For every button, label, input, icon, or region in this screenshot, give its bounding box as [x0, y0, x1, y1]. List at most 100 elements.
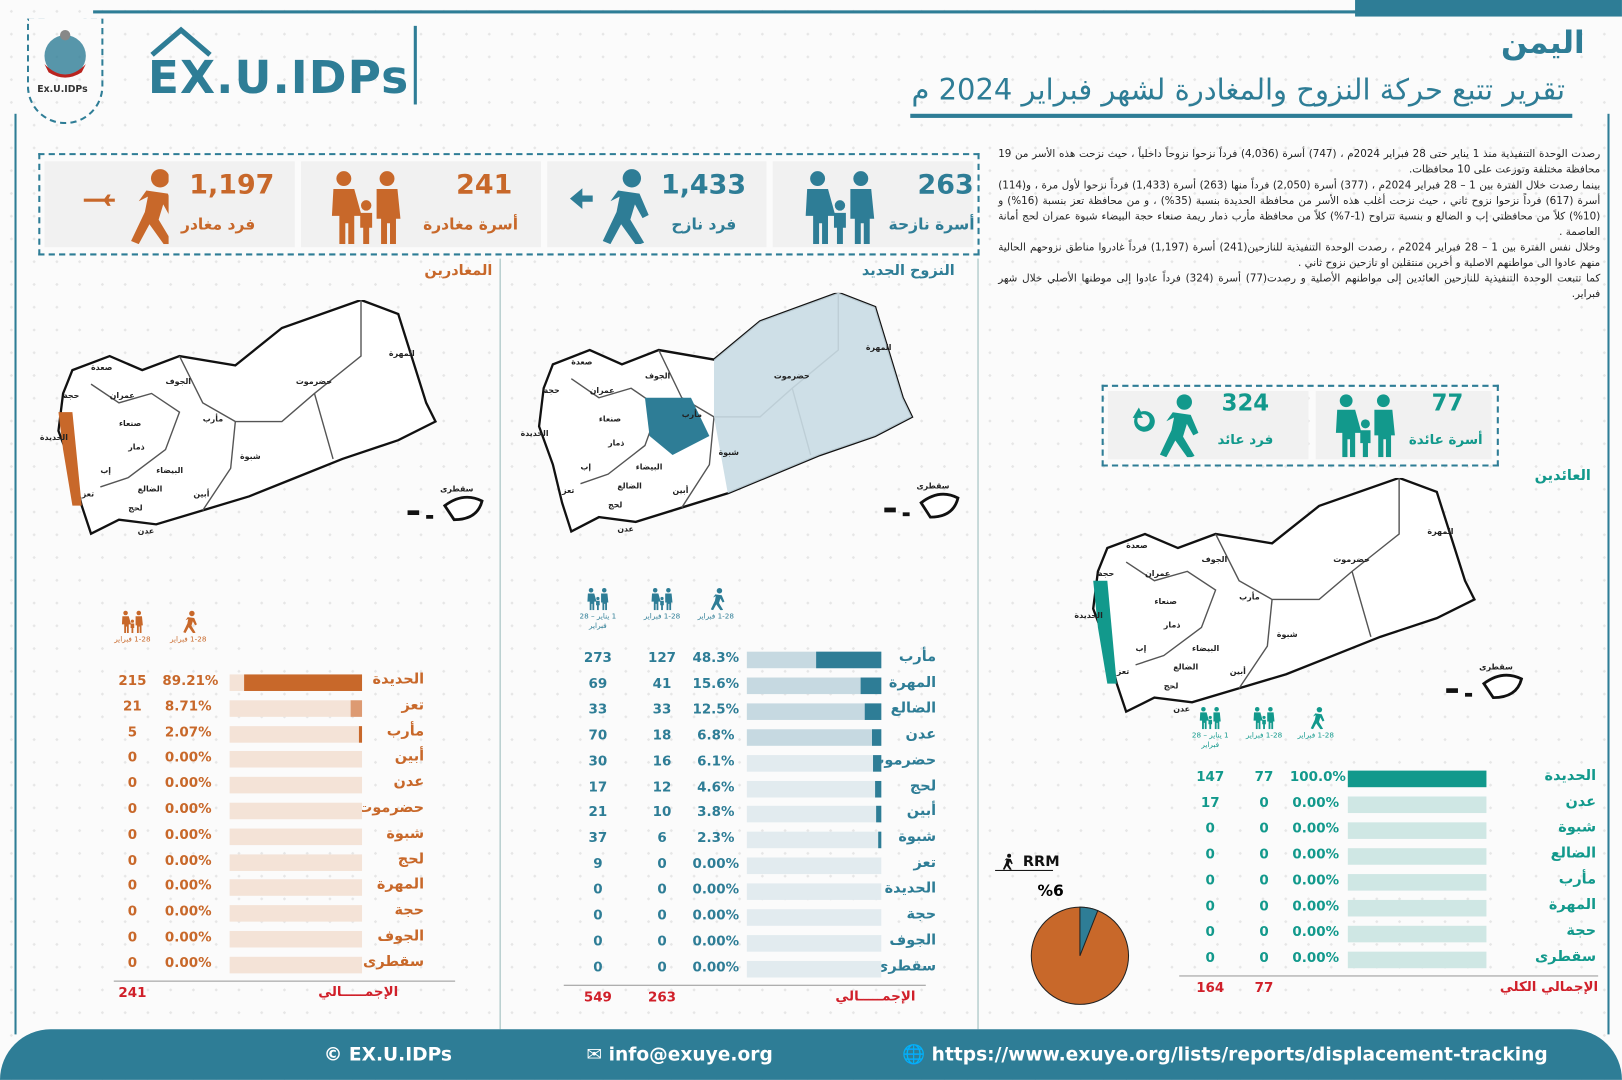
rrm-pie-chart [1030, 906, 1130, 1005]
total-value: 549 [583, 989, 612, 1006]
mail-icon: ✉ [586, 1043, 603, 1066]
column-header: 1-28 فبراير [1297, 731, 1334, 740]
kpi-label: فرد مغادر [181, 215, 256, 234]
person-return-icon [1132, 393, 1201, 457]
map-label: ذمار [1163, 621, 1181, 630]
map-label: الجوف [645, 372, 671, 381]
footer-website[interactable]: 🌐 https://www.exuye.org/lists/reports/di… [902, 1044, 1548, 1066]
map-region-highlight [58, 412, 82, 506]
cell-families_ytd: 17 [588, 779, 608, 795]
cell-pct: 0.00% [1292, 795, 1340, 811]
share-bar [746, 909, 882, 926]
governorate-name: تعز [401, 696, 425, 714]
share-bar [229, 674, 363, 691]
report-title: تقرير تتبع حركة النزوح والمغادرة لشهر فب… [911, 72, 1566, 107]
cell-families: 0 [127, 801, 138, 818]
total-label: الإجمالي الكلي [1499, 979, 1599, 996]
cell-pct: 0.00% [164, 775, 212, 792]
share-bar [746, 754, 882, 772]
map-label: صنعاء [119, 419, 142, 428]
governorate-name: مأرب [386, 722, 425, 740]
logo-text: EX.U.IDPs [147, 51, 410, 105]
family-icon [1196, 706, 1225, 729]
family-icon [118, 610, 147, 633]
cell-families: 0 [1259, 847, 1269, 863]
new-displacement-map: صعدة الجوف حجة عمران مأرب حضرموت المهرة شبوة صنع… [507, 293, 967, 541]
governorate-name: مأرب [898, 648, 937, 666]
share-bar-fill [875, 780, 882, 798]
map-label: إب [581, 462, 592, 471]
frame-left [14, 113, 17, 1035]
cell-pct: 0.00% [1292, 950, 1340, 967]
map-label: سقطرى [440, 485, 474, 494]
cell-families: 0 [127, 852, 138, 869]
map-region-highlight [644, 397, 710, 456]
house-roof-icon [150, 26, 212, 57]
kpi-displaced-individuals: 1,433 فرد نازح [547, 161, 767, 248]
governorate-name: الحديدة [372, 671, 425, 688]
share-bar [746, 857, 882, 875]
map-label: صعدة [91, 363, 113, 372]
cell-families: 0 [1259, 795, 1269, 811]
map-label: شبوة [719, 448, 740, 457]
cell-pct: 100.0% [1289, 769, 1346, 786]
copyright-text: EX.U.IDPs [348, 1043, 453, 1066]
share-bar [1347, 951, 1487, 969]
cell-families: 16 [652, 753, 672, 770]
share-bar [746, 831, 882, 849]
column-header: 1-28 فبراير [114, 635, 151, 644]
website-link[interactable]: https://www.exuye.org/lists/reports/disp… [931, 1043, 1548, 1066]
cell-families: 0 [127, 775, 138, 792]
map-label: تعز [561, 486, 574, 495]
map-label: عدن [138, 527, 155, 536]
share-bar [746, 677, 882, 694]
map-label: المهرة [866, 343, 892, 352]
share-bar-fill [876, 806, 882, 823]
email-link[interactable]: info@exuye.org [608, 1043, 773, 1066]
map-label: مأرب [203, 414, 223, 424]
share-bar [229, 879, 363, 897]
cell-pct: 0.00% [692, 959, 740, 976]
cell-families_ytd: 0 [1205, 847, 1215, 863]
map-label: إب [100, 466, 111, 475]
map-label: الجوف [166, 377, 192, 386]
top-tab [1355, 0, 1622, 17]
map-label: ذمار [607, 438, 624, 447]
share-bar [746, 960, 882, 978]
governorate-name: أبين [394, 748, 425, 765]
footer-email[interactable]: ✉ info@exuye.org [587, 1044, 773, 1066]
share-bar [1347, 925, 1487, 943]
cell-families: 0 [657, 933, 667, 950]
column-header: 1 يناير – 28 فبراير [1191, 731, 1229, 749]
governorate-name: سقطرى [1535, 948, 1597, 966]
family-icon [583, 588, 612, 611]
summary-paragraph: كما تتبعت الوحدة التنفيذية للنازحين العا… [998, 273, 1601, 300]
cell-pct: 0.00% [164, 904, 212, 920]
governorate-name: شبوة [1558, 819, 1597, 836]
globe-icon: 🌐 [901, 1043, 926, 1066]
governorate-name: المهرة [1548, 896, 1597, 914]
map-label: عدن [1173, 705, 1190, 714]
governorate-name: تعز [913, 854, 937, 872]
map-label: الحديدة [521, 429, 549, 438]
frame-right [1607, 113, 1610, 1035]
cell-pct: 2.3% [697, 830, 735, 847]
share-bar-fill [864, 703, 882, 720]
share-bar [229, 930, 363, 948]
rrm-label: RRM [995, 853, 1060, 871]
family-icon [320, 170, 413, 244]
cell-families_ytd: 273 [583, 650, 612, 667]
cell-pct: 0.00% [1292, 873, 1340, 889]
governorate-name: حضرموت [357, 799, 425, 817]
kpi-label: فرد نازح [671, 215, 737, 234]
map-label: المهرة [1427, 527, 1453, 536]
share-bar [229, 777, 363, 794]
person-icon [174, 610, 203, 633]
cell-pct: 12.5% [692, 702, 740, 718]
badge-text: Ex.U.IDPs [37, 84, 88, 96]
cell-families: 0 [657, 908, 667, 924]
kpi-departed-individuals: 1,197 فرد مغادر [44, 161, 295, 248]
cell-pct: 4.6% [697, 779, 735, 795]
kpi-label: أسرة نازحة [888, 215, 975, 234]
governorate-name: عدن [393, 773, 425, 791]
